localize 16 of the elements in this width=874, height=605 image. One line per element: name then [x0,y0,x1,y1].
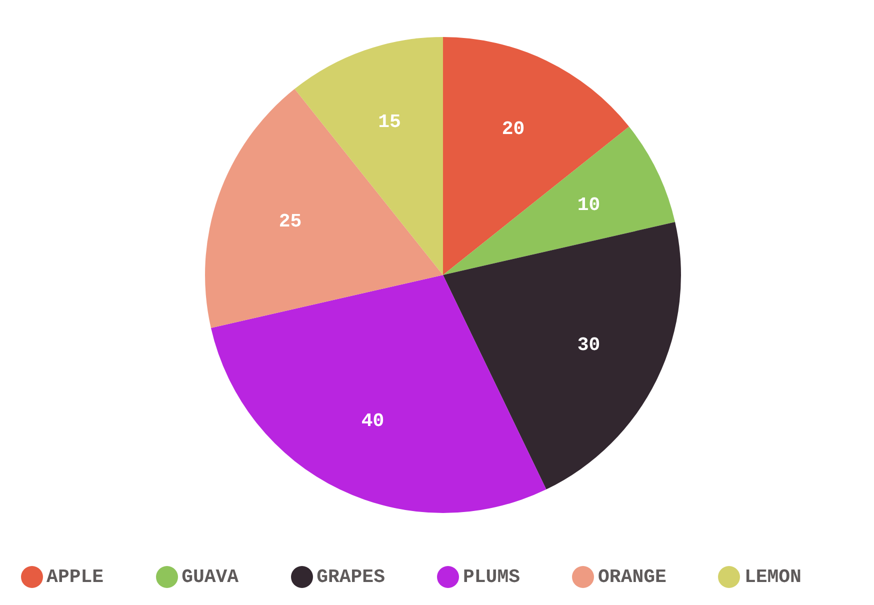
pie-slice [205,88,443,328]
legend-label: APPLE [46,566,104,588]
data-label: 20 [502,118,525,140]
data-label: 30 [577,334,600,356]
data-label: 40 [361,410,384,432]
data-label: 15 [378,111,401,134]
legend-label: ORANGE [598,566,666,588]
legend-label: GUAVA [182,566,239,588]
pie-slice [443,37,630,275]
legend-label: PLUMS [463,566,520,588]
pie-slice [210,275,546,513]
legend-label: LEMON [744,566,802,588]
data-label: 25 [278,210,302,233]
legend-label: GRAPES [316,566,385,588]
data-label: 10 [577,194,600,216]
pie-slice [443,222,681,490]
